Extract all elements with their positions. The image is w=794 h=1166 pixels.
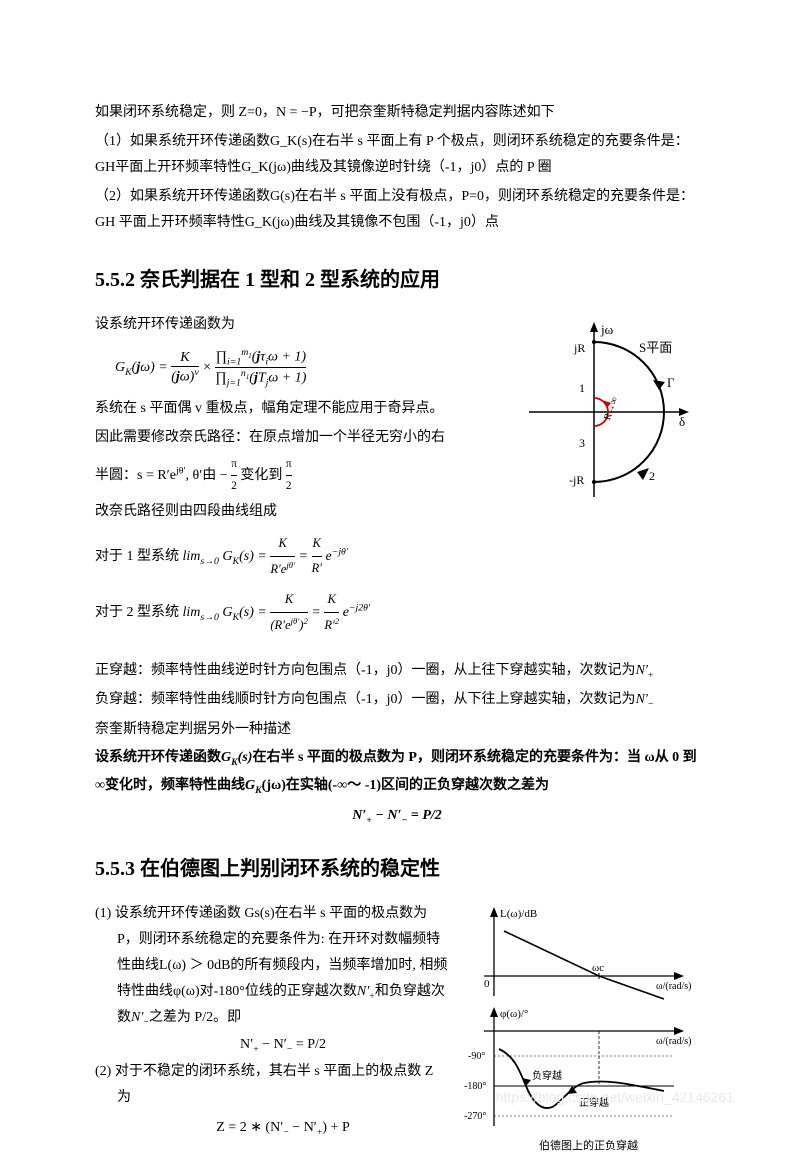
lbl-2: 2 <box>649 469 655 483</box>
lbl-splane: S平面 <box>639 340 672 355</box>
svg-text:-270°: -270° <box>464 1111 486 1122</box>
p-criterion: 设系统开环传递函数GK(s)在右半 s 平面的极点数为 P，则闭环系统稳定的充要… <box>95 745 699 800</box>
item-2: (2) 对于不稳定的闭环系统，其右半 s 平面上的极点数 Z 为 Z = 2 ∗… <box>95 1059 449 1142</box>
nyquist-svg: jω S平面 jR -jR δ 1 3 2 Γ R→∞ <box>519 312 699 512</box>
lbl-1: 1 <box>579 381 585 395</box>
p-fourparts: 改奈氏路径则由四段曲线组成 <box>95 499 504 526</box>
intro-para-2: （1）如果系统开环传递函数G_K(s)在右半 s 平面上有 P 个极点，则闭环系… <box>95 129 699 182</box>
lbl-jw: jω <box>600 322 614 337</box>
formula-553-1: N′+ − N′− = P/2 <box>117 1032 449 1059</box>
svg-text:L(ω)/dB: L(ω)/dB <box>500 908 537 920</box>
p-negcross: 负穿越：频率特性曲线顺时针方向包围点（-1，j0）一圈，从下往上穿越实轴，次数记… <box>95 687 699 714</box>
lbl-jR: jR <box>573 341 585 355</box>
svg-text:-90°: -90° <box>468 1051 485 1062</box>
section-553-text: (1) 设系统开环传递函数 Gs(s)在右半 s 平面的极点数为 P，则闭环系统… <box>95 901 449 1166</box>
section-552-title: 5.5.2 奈氏判据在 1 型和 2 型系统的应用 <box>95 263 699 292</box>
formula-np2: N′+ − N′− = P/2 <box>95 808 699 826</box>
svg-text:ω/(rad/s): ω/(rad/s) <box>656 1036 691 1047</box>
lbl-njR: -jR <box>569 473 584 487</box>
lbl-rinf: R→∞ <box>602 396 620 422</box>
p-type1: 对于 1 型系统 lims→0 GK(s) = KR′ejθ′ = KR′ e−… <box>95 532 504 582</box>
section-552-body: 设系统开环传递函数为 GK(jω) = K(jω)v × ∏i=1m1(jτiω… <box>95 312 699 644</box>
p-poscross: 正穿越：频率特性曲线逆时针方向包围点（-1，j0）一圈，从上往下穿越实轴，次数记… <box>95 658 699 685</box>
formula-553-2: Z = 2 ∗ (N′− − N′+) + P <box>117 1115 449 1142</box>
p-modify: 因此需要修改奈氏路径：在原点增加一个半径无穷小的右 <box>95 425 504 452</box>
p-semicircle: 半圆：s = R′ejθ′, θ′由 − π2 变化到 π2 <box>95 454 504 498</box>
svg-text:伯德图上的正负穿越: 伯德图上的正负穿越 <box>539 1138 638 1152</box>
svg-text:ω/(rad/s): ω/(rad/s) <box>656 981 691 992</box>
p-altdesc: 奈奎斯特稳定判据另外一种描述 <box>95 717 699 744</box>
lbl-3: 3 <box>579 436 585 450</box>
section-553-title: 5.5.3 在伯德图上判别闭环系统的稳定性 <box>95 852 699 881</box>
svg-text:ωc: ωc <box>592 962 604 974</box>
svg-text:φ(ω)/°: φ(ω)/° <box>500 1008 528 1020</box>
section-553-body: (1) 设系统开环传递函数 Gs(s)在右半 s 平面的极点数为 P，则闭环系统… <box>95 901 699 1166</box>
p-singular: 系统在 s 平面偶 v 重极点，幅角定理不能应用于奇异点。 <box>95 396 504 423</box>
bode-figure: L(ω)/dB ω/(rad/s) 0 ωc φ(ω)/° ω/(rad/s) … <box>464 901 699 1166</box>
svg-text:-180°: -180° <box>464 1081 486 1092</box>
formula-gk: GK(jω) = K(jω)v × ∏i=1m1(jτiω + 1)∏j=1n1… <box>95 347 504 389</box>
section-552-text: 设系统开环传递函数为 GK(jω) = K(jω)v × ∏i=1m1(jτiω… <box>95 312 504 644</box>
intro-para-3: （2）如果系统开环传递函数G(s)在右半 s 平面上没有极点，P=0，则闭环系统… <box>95 184 699 237</box>
bode-svg: L(ω)/dB ω/(rad/s) 0 ωc φ(ω)/° ω/(rad/s) … <box>464 901 699 1161</box>
item-1: (1) 设系统开环传递函数 Gs(s)在右半 s 平面的极点数为 P，则闭环系统… <box>95 901 449 1059</box>
svg-text:0: 0 <box>484 978 490 990</box>
intro-para-1: 如果闭环系统稳定，则 Z=0，N = −P，可把奈奎斯特稳定判据内容陈述如下 <box>95 100 699 127</box>
lbl-gamma: Γ <box>667 375 675 390</box>
lbl-delta: δ <box>679 414 685 429</box>
watermark: https://blog.csdn.net/weixin_42146261 <box>496 1089 734 1105</box>
svg-text:负穿越: 负穿越 <box>532 1069 562 1082</box>
nyquist-contour-figure: jω S平面 jR -jR δ 1 3 2 Γ R→∞ <box>519 312 699 644</box>
p-type2: 对于 2 型系统 lims→0 GK(s) = K(R′ejθ′)2 = KR′… <box>95 588 504 638</box>
p-opentf: 设系统开环传递函数为 <box>95 312 504 339</box>
